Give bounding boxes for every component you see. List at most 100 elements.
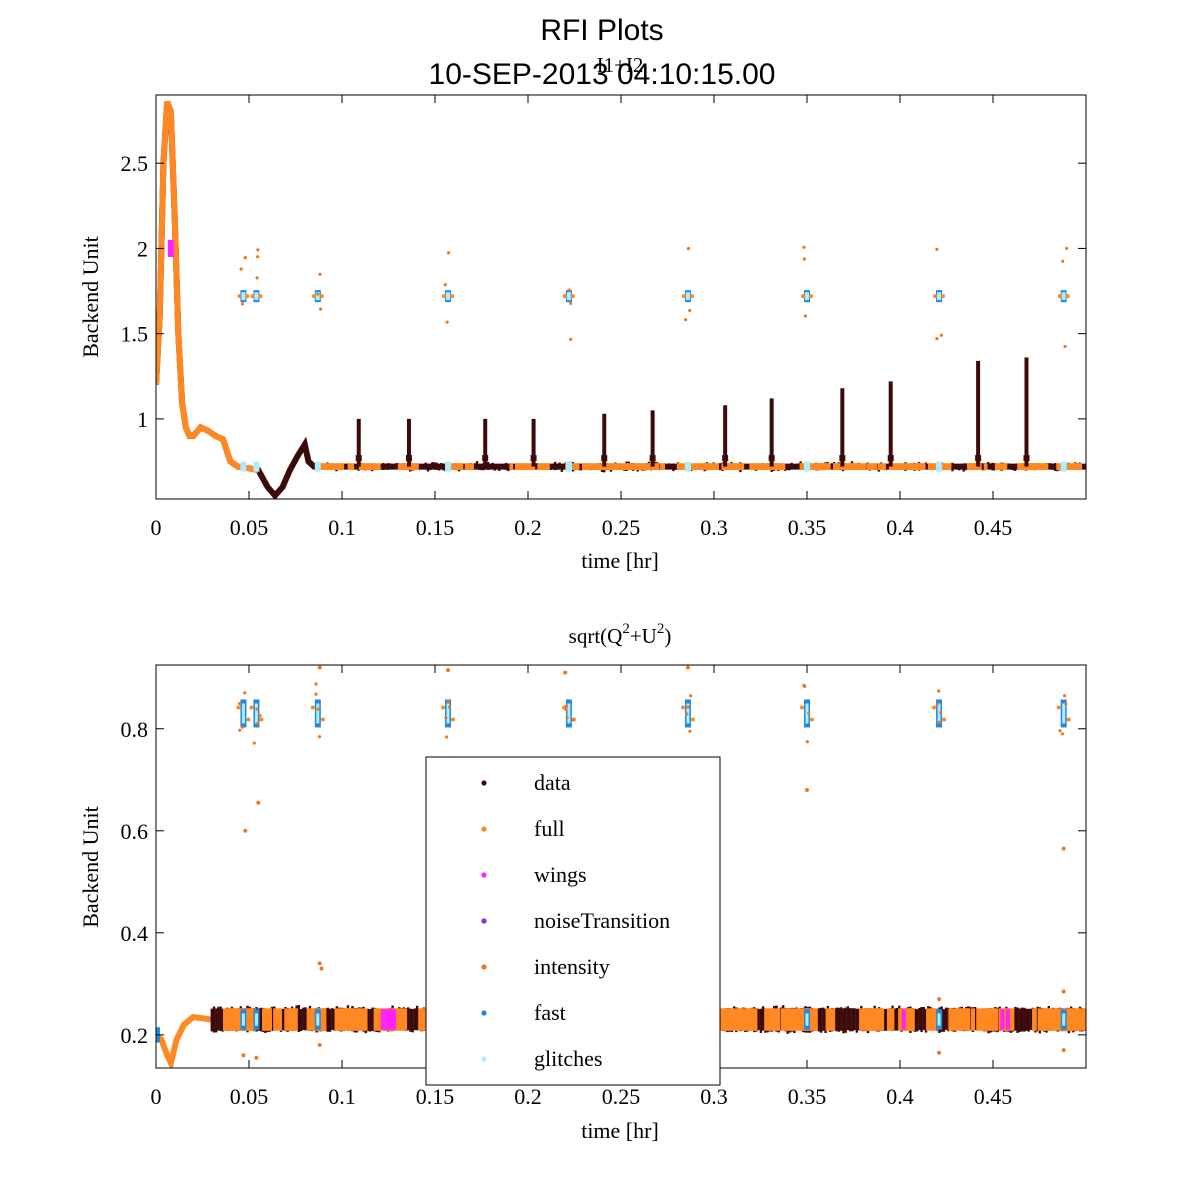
intensity-plot-frame (155, 94, 1087, 500)
polarization-intensity-flag (316, 707, 321, 711)
polarization-ytick-label: 0.2 (121, 1023, 149, 1048)
legend-entry-intensity: intensity (481, 954, 610, 979)
intensity-xtick-label: 0.15 (416, 515, 455, 540)
polarization-intensity-flag (446, 699, 450, 703)
polarization-ytick-label: 0.4 (121, 921, 149, 946)
polarization-full-point (903, 1008, 915, 1031)
intensity-intensity-flag (239, 267, 243, 271)
intensity-ytick-label: 1 (137, 407, 148, 432)
polarization-outlier (319, 966, 324, 971)
polarization-outlier (937, 997, 942, 1002)
intensity-intensity-flag (319, 307, 323, 311)
legend-entry-fast: fast (481, 1000, 566, 1025)
intensity-intensity-flag (445, 320, 449, 324)
polarization-glitch-flag (254, 703, 258, 724)
polarization-xtick-label: 0.3 (700, 1084, 728, 1109)
intensity-xtick-label: 0 (151, 515, 162, 540)
polarization-intensity-flag (937, 720, 941, 724)
polarization-full-flag (932, 705, 937, 710)
polarization-intensity-flag (564, 707, 568, 711)
intensity-full-point (397, 463, 409, 471)
polarization-full-point (948, 1008, 962, 1031)
intensity-full-point (866, 463, 878, 471)
intensity-full-flag (689, 294, 694, 299)
polarization-full-point (747, 1008, 758, 1031)
legend-entry-glitches: glitches (481, 1046, 602, 1071)
polarization-wings-flag (901, 1009, 906, 1030)
polarization-outlier (254, 1055, 259, 1060)
polarization-xtick-label: 0.35 (788, 1084, 827, 1109)
intensity-full-point (609, 463, 622, 471)
polarization-plot-xlabel: time [hr] (581, 1118, 659, 1143)
polarization-ytick-label: 0.8 (121, 717, 149, 742)
polarization-full-flag (810, 717, 814, 722)
polarization-wings-flag (380, 1009, 385, 1030)
polarization-intensity-flag (685, 712, 689, 716)
polarization-outlier (1061, 846, 1066, 851)
intensity-full-point (537, 463, 544, 471)
polarization-full-point (1043, 1008, 1056, 1031)
legend-entry-noiseTransition: noiseTransition (481, 908, 670, 933)
polarization-glitch-flag (254, 1013, 258, 1026)
intensity-intensity-flag (688, 308, 692, 313)
polarization-intensity-flag (258, 714, 262, 718)
intensity-full-point (927, 463, 937, 471)
polarization-full-point (719, 1008, 728, 1031)
intensity-series (156, 100, 1086, 499)
polarization-full-point (401, 1008, 408, 1031)
legend-label-data: data (534, 770, 571, 795)
intensity-full-point (994, 463, 1002, 471)
intensity-full-point (643, 463, 657, 471)
intensity-full-flag (250, 294, 255, 299)
polarization-xtick-label: 0.45 (974, 1084, 1013, 1109)
intensity-glitch-flag (315, 292, 320, 301)
intensity-full-point (855, 463, 867, 471)
intensity-glitch-flag (254, 292, 259, 301)
intensity-full-point (676, 463, 691, 471)
intensity-glitch-flag (1060, 461, 1067, 472)
polarization-outlier (241, 1053, 246, 1058)
intensity-glitch-flag (804, 461, 810, 472)
polarization-outlier (317, 1043, 322, 1048)
intensity-intensity-flag (318, 272, 322, 276)
intensity-full-point (660, 463, 666, 471)
intensity-full-point (1033, 463, 1049, 471)
polarization-glitch-flag (446, 703, 450, 724)
intensity-glitch-flag (446, 292, 451, 301)
polarization-xtick-label: 0.4 (886, 1084, 914, 1109)
polarization-full-point (356, 1008, 368, 1031)
intensity-glitch-flag (241, 292, 246, 301)
intensity-intensity-flag (255, 276, 259, 280)
intensity-intensity-flag (1063, 344, 1067, 349)
polarization-glitch-flag (805, 1013, 809, 1026)
legend: data full wings noiseTransition intensity fas… (425, 756, 721, 1086)
intensity-full-point (972, 463, 979, 471)
polarization-intensity-flag (807, 711, 811, 715)
polarization-intensity-flag (1062, 694, 1067, 698)
intensity-intensity-flag (803, 314, 808, 318)
polarization-full-point (345, 1008, 354, 1031)
intensity-glitch-flag (685, 292, 690, 301)
intensity-plot-xlabel: time [hr] (581, 548, 659, 573)
intensity-ytick-label: 2 (137, 236, 148, 261)
legend-label-fast: fast (534, 1000, 566, 1025)
legend-marker-intensity (481, 964, 487, 970)
polarization-intensity-flag (564, 704, 569, 708)
polarization-intensity-flag (686, 705, 690, 709)
intensity-full-point (621, 463, 633, 471)
polarization-glitch-flag (241, 703, 245, 724)
polarization-full-point (418, 1008, 430, 1031)
intensity-full-flag (442, 294, 447, 299)
polarization-intensity-flag (240, 725, 245, 729)
polarization-glitch-flag (1062, 703, 1066, 724)
polarization-full-flag (451, 717, 456, 722)
intensity-intensity-flag (1061, 259, 1065, 263)
intensity-full-point (983, 463, 988, 471)
polarization-title-sup2: 2 (657, 621, 665, 637)
intensity-intensity-flag (1065, 246, 1069, 251)
intensity-intensity-flag (256, 248, 260, 252)
intensity-ytick-label: 1.5 (121, 322, 149, 347)
legend-marker-fast (481, 1010, 487, 1016)
intensity-full-point (1017, 463, 1028, 471)
